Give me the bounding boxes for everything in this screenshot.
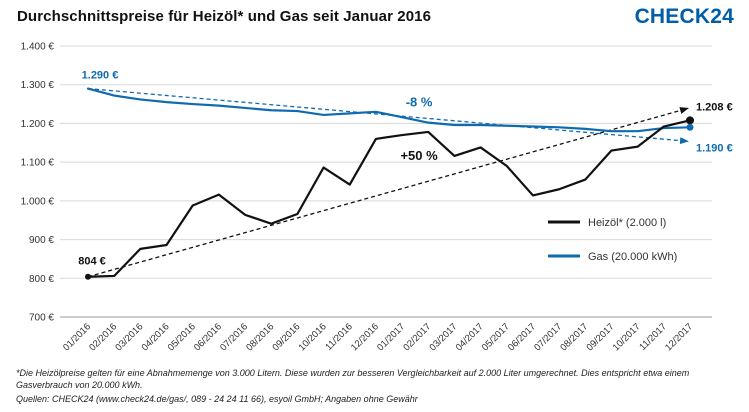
check24-logo: CHECK24 [634,5,734,28]
x-axis-label: 06/2016 [192,321,224,353]
x-axis-label: 04/2016 [140,321,172,353]
x-axis-label: 12/2016 [349,321,381,353]
page-title: Durchschnittspreise für Heizöl* und Gas … [17,8,432,25]
footnote-note: *Die Heizölpreise gelten für eine Abnahm… [16,368,690,391]
y-axis-label: 900 € [29,235,54,246]
oil-trend-line [87,107,689,278]
oil-change-label: +50 % [400,148,438,163]
x-axis-label: 06/2017 [506,321,538,353]
header: Durchschnittspreise für Heizöl* und Gas … [0,0,749,34]
x-axis-label: 01/2016 [61,321,93,353]
gas-start-value: 1.290 € [82,70,119,82]
x-axis-label: 10/2017 [611,321,643,353]
x-axis-label: 09/2017 [585,321,617,353]
legend-label: Heizöl* (2.000 l) [588,217,666,229]
x-axis-label: 03/2016 [113,321,145,353]
gas-line [86,87,692,133]
gas-change-label: -8 % [406,95,433,110]
x-axis-label: 02/2016 [87,321,119,353]
y-axis-label: 700 € [29,313,54,324]
heizoel-line [86,119,692,278]
y-axis-label: 1.400 € [21,42,55,53]
x-axis-label: 04/2017 [454,321,486,353]
x-axis-label: 01/2017 [375,321,407,353]
y-axis-label: 1.000 € [21,196,55,207]
y-axis-label: 1.200 € [21,119,55,130]
x-axis-label: 08/2017 [558,321,590,353]
y-axis-label: 1.100 € [21,158,55,169]
oil-start-marker [85,273,91,280]
footnote-sources: Quellen: CHECK24 (www.check24.de/gas/, 0… [16,394,418,405]
x-axis-label: 07/2017 [532,321,564,353]
footnotes: *Die Heizölpreise gelten für eine Abnahm… [16,367,735,407]
x-axis-label: 05/2016 [166,321,198,353]
oil-end-marker [686,116,694,125]
x-axis-label: 08/2016 [244,321,276,353]
x-axis-label: 10/2016 [297,321,329,353]
y-axis-label: 800 € [29,274,54,285]
x-axis-label: 05/2017 [480,321,512,353]
y-axis-label: 1.300 € [21,80,55,91]
oil-start-value: 804 € [78,256,106,268]
legend-label: Gas (20.000 kWh) [588,251,677,263]
x-axis-label: 07/2016 [218,321,250,353]
x-axis-label: 09/2016 [270,321,302,353]
gas-end-marker [686,123,694,131]
gas-end-value: 1.190 € [696,142,733,154]
chart-canvas: 700 € 800 € 900 € 1.000 € 1.100 € 1.200 € 1.30… [21,42,733,354]
x-axis-label: 02/2017 [401,321,433,353]
x-axis-label: 03/2017 [427,321,459,353]
oil-end-value: 1.208 € [696,101,733,113]
price-chart: 700 € 800 € 900 € 1.000 € 1.100 € 1.200 € 1.30… [0,34,749,366]
x-axis-label: 12/2017 [663,321,695,353]
